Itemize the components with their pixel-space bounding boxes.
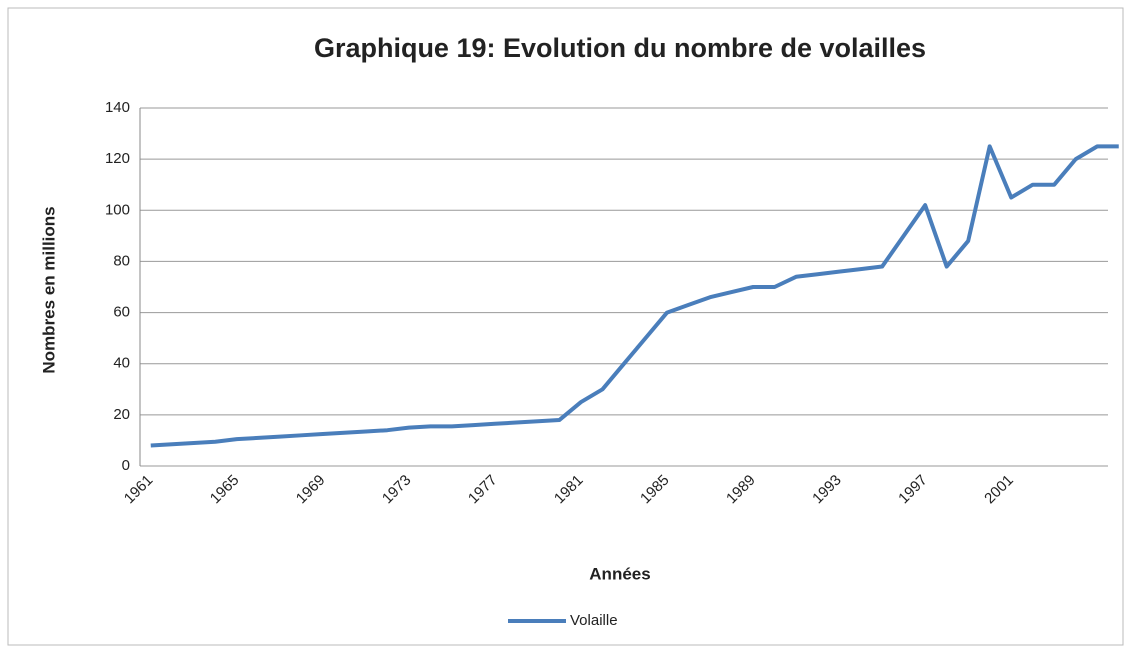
y-tick-label: 0 — [122, 457, 130, 474]
y-tick-label: 100 — [105, 201, 130, 218]
chart-title: Graphique 19: Evolution du nombre de vol… — [314, 33, 926, 63]
legend-label: Volaille — [570, 612, 618, 629]
y-tick-label: 80 — [113, 252, 130, 269]
x-axis-label: Années — [589, 564, 650, 583]
y-tick-label: 20 — [113, 406, 130, 423]
y-tick-label: 40 — [113, 355, 130, 372]
y-tick-label: 60 — [113, 304, 130, 321]
y-axis-label: Nombres en millions — [39, 206, 58, 373]
y-tick-label: 120 — [105, 150, 130, 167]
data-line — [150, 144, 1119, 448]
chart-border — [7, 7, 1124, 646]
y-tick-label: 140 — [105, 99, 130, 116]
